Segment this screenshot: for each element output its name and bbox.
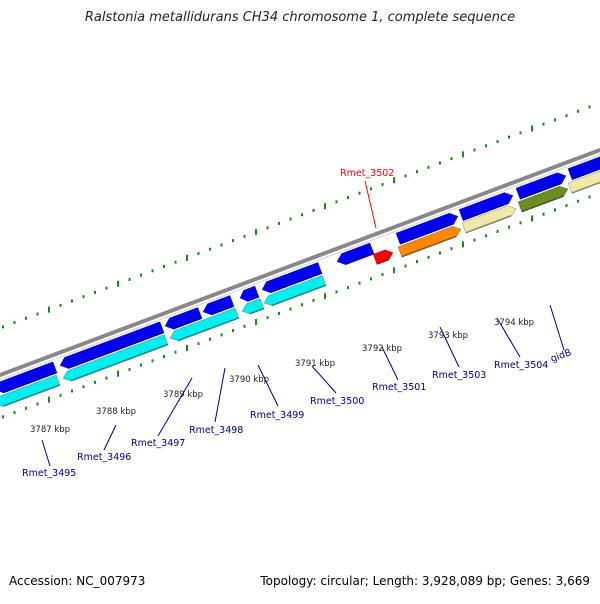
gene-arrow-1-edge <box>68 331 165 369</box>
gene-label[interactable]: Rmet_3499 <box>250 410 304 421</box>
gene-arrow-4-edge <box>247 296 260 302</box>
gene-leader-line <box>257 364 279 407</box>
scale-label: 3791 kbp <box>295 359 335 369</box>
gene-leader-line <box>364 180 377 229</box>
gene-arrow-8[interactable] <box>458 190 515 222</box>
gene-arrow-10-shape <box>567 155 600 181</box>
gene-arrow-2-edge <box>173 317 203 330</box>
gene-arrow-9-shape <box>515 172 567 200</box>
gene-arrow-7-edge <box>399 223 454 245</box>
gene-arrow-0-shape <box>0 361 58 394</box>
cds-arrow-5-shape <box>397 226 462 258</box>
gene-leader-line <box>439 326 460 368</box>
scale-label: 3790 kbp <box>229 375 269 385</box>
gene-arrow-5[interactable] <box>260 261 323 295</box>
selected-gene-arrow[interactable] <box>372 247 395 265</box>
gene-label[interactable]: Rmet_3500 <box>310 396 364 407</box>
gene-arrow-0[interactable] <box>0 361 58 396</box>
gene-label[interactable]: Rmet_3501 <box>372 382 426 393</box>
gene-arrow-2-shape <box>164 306 203 330</box>
cds-arrow-0-edge <box>3 384 61 407</box>
gene-label[interactable]: Rmet_3503 <box>432 370 486 381</box>
cds-arrow-5[interactable] <box>397 224 463 258</box>
cds-arrow-3-edge <box>250 307 265 315</box>
chromosome-backbone <box>0 147 600 381</box>
scale-label: 3788 kbp <box>96 407 136 417</box>
gene-label[interactable]: Rmet_3495 <box>22 468 76 479</box>
cds-arrow-2-shape <box>169 307 240 342</box>
backbone-shadow <box>0 153 600 381</box>
cds-arrow-7-shape <box>517 185 569 213</box>
gene-arrow-7-shape <box>395 212 459 245</box>
cds-arrow-6-edge <box>465 214 512 234</box>
cds-arrow-1-shape <box>62 334 169 382</box>
gene-arrow-4-shape <box>239 285 260 302</box>
scale-label: 3787 kbp <box>30 425 70 435</box>
selected-gene-arrow-shape <box>372 249 394 265</box>
gene-arrow-7[interactable] <box>395 211 460 245</box>
gene-label[interactable]: Rmet_3504 <box>494 360 548 371</box>
accession-text: Accession: NC_007973 <box>9 574 146 588</box>
cds-arrow-3-shape <box>241 298 265 315</box>
gene-arrow-8-edge <box>462 202 509 221</box>
cds-arrow-4-shape <box>263 274 327 307</box>
gene-arrow-5-edge <box>270 272 323 294</box>
cds-arrow-6[interactable] <box>461 203 518 234</box>
cds-arrow-4-edge <box>272 284 327 306</box>
cds-arrow-5-edge <box>401 235 457 258</box>
cds-arrow-1[interactable] <box>61 334 169 384</box>
gene-arrow-1-shape <box>59 321 165 369</box>
gene-arrow-6[interactable] <box>335 242 375 267</box>
cds-arrow-6-shape <box>461 205 517 234</box>
selected-gene-arrow-edge <box>376 258 390 265</box>
gene-leader-line <box>214 367 226 423</box>
backbone-line <box>0 147 600 378</box>
gene-leader-line <box>41 439 51 467</box>
gene-label[interactable]: Rmet_3497 <box>131 438 185 449</box>
scale-label: 3794 kbp <box>494 318 534 328</box>
gene-leader-line <box>103 424 117 451</box>
gene-arrow-3[interactable] <box>201 294 235 317</box>
gene-leader-line <box>549 304 565 351</box>
cds-arrow-3[interactable] <box>240 298 265 317</box>
cds-arrow-0[interactable] <box>0 374 61 409</box>
gene-arrow-8-shape <box>458 192 514 222</box>
gene-arrow-2[interactable] <box>163 306 203 331</box>
cds-arrow-1-edge <box>71 343 169 382</box>
cds-arrow-2-edge <box>178 317 240 342</box>
scale-label: 3792 kbp <box>362 344 402 354</box>
gene-leader-line <box>311 365 337 394</box>
gene-leader-line <box>381 346 399 381</box>
gene-leader-line <box>496 317 521 358</box>
gene-arrow-6-edge <box>345 252 375 266</box>
gene-label[interactable]: Rmet_3502 <box>340 168 394 179</box>
cds-arrow-0-shape <box>0 374 61 407</box>
gene-arrow-3-edge <box>211 305 235 316</box>
summary-text: Topology: circular; Length: 3,928,089 bp… <box>260 574 590 588</box>
gene-arrow-1[interactable] <box>58 321 165 371</box>
gene-label[interactable]: Rmet_3496 <box>77 452 131 463</box>
cds-arrow-2[interactable] <box>168 307 240 343</box>
gene-arrow-0-edge <box>3 371 58 394</box>
gene-leader-line <box>157 377 193 437</box>
gene-arrow-3-shape <box>202 294 235 316</box>
gene-arrow-9-edge <box>519 182 562 200</box>
cds-arrow-7-edge <box>521 195 564 213</box>
gene-label[interactable]: gidB <box>549 347 573 365</box>
scale-label: 3789 kbp <box>163 390 203 400</box>
map-title: Ralstonia metallidurans CH34 chromosome … <box>84 10 516 25</box>
gene-arrow-4[interactable] <box>238 285 260 304</box>
gene-label[interactable]: Rmet_3498 <box>189 425 243 436</box>
gene-arrow-5-shape <box>261 261 323 294</box>
gene-arrow-9[interactable] <box>515 170 568 200</box>
gene-arrow-6-shape <box>336 242 375 266</box>
cds-arrow-4[interactable] <box>262 274 327 308</box>
tick-marks <box>2 105 591 419</box>
gene-features[interactable] <box>0 154 600 409</box>
cds-arrow-7[interactable] <box>517 184 570 213</box>
scale-label: 3793 kbp <box>428 331 468 341</box>
